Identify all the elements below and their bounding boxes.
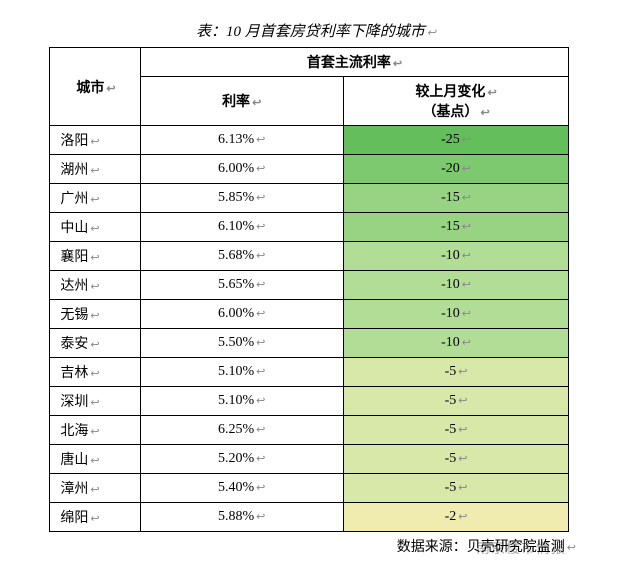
cell-rate: 5.20%↩ <box>140 445 343 474</box>
table-row: 吉林↩5.10%↩-5↩ <box>50 358 569 387</box>
cell-change: -10↩ <box>343 329 569 358</box>
cell-city: 达州↩ <box>50 271 140 300</box>
cell-change: -20↩ <box>343 155 569 184</box>
cell-change: -5↩ <box>343 416 569 445</box>
cell-city: 深圳↩ <box>50 387 140 416</box>
cell-change: -15↩ <box>343 184 569 213</box>
cell-city: 湖州↩ <box>50 155 140 184</box>
cell-rate: 5.40%↩ <box>140 474 343 503</box>
table-row: 深圳↩5.10%↩-5↩ <box>50 387 569 416</box>
table-row: 广州↩5.85%↩-15↩ <box>50 184 569 213</box>
cell-rate: 5.50%↩ <box>140 329 343 358</box>
cell-city: 广州↩ <box>50 184 140 213</box>
header-rate: 利率 <box>222 95 250 110</box>
cell-change: -2↩ <box>343 503 569 532</box>
cell-change: -10↩ <box>343 300 569 329</box>
table-row: 洛阳↩6.13%↩-25↩ <box>50 126 569 155</box>
cell-city: 吉林↩ <box>50 358 140 387</box>
table-row: 北海↩6.25%↩-5↩ <box>50 416 569 445</box>
table-row: 唐山↩5.20%↩-5↩ <box>50 445 569 474</box>
table-row: 襄阳↩5.68%↩-10↩ <box>50 242 569 271</box>
cell-city: 北海↩ <box>50 416 140 445</box>
table-row: 泰安↩5.50%↩-10↩ <box>50 329 569 358</box>
cell-change: -5↩ <box>343 474 569 503</box>
cell-city: 无锡↩ <box>50 300 140 329</box>
cell-change: -5↩ <box>343 445 569 474</box>
cell-rate: 5.10%↩ <box>140 358 343 387</box>
header-city: 城市 <box>76 81 104 96</box>
cell-rate: 6.25%↩ <box>140 416 343 445</box>
cell-rate: 5.88%↩ <box>140 503 343 532</box>
cell-change: -10↩ <box>343 271 569 300</box>
table-row: 漳州↩5.40%↩-5↩ <box>50 474 569 503</box>
cell-change: -5↩ <box>343 358 569 387</box>
paragraph-mark-icon: ↩ <box>427 27 436 39</box>
rate-table: 城市↩ 首套主流利率↩ 利率↩ 较上月变化↩ （基点）↩ 洛阳↩6.13%↩-2… <box>49 47 569 532</box>
cell-rate: 5.10%↩ <box>140 387 343 416</box>
cell-city: 绵阳↩ <box>50 503 140 532</box>
cell-change: -15↩ <box>343 213 569 242</box>
cell-rate: 5.85%↩ <box>140 184 343 213</box>
cell-city: 襄阳↩ <box>50 242 140 271</box>
cell-change: -5↩ <box>343 387 569 416</box>
table-footer: 数据来源：贝壳研究院监测↩ 南京楼市情报 <box>56 536 576 556</box>
cell-rate: 6.10%↩ <box>140 213 343 242</box>
table-row: 达州↩5.65%↩-10↩ <box>50 271 569 300</box>
cell-rate: 5.68%↩ <box>140 242 343 271</box>
cell-city: 洛阳↩ <box>50 126 140 155</box>
table-title: 表：10 月首套房贷利率下降的城市↩ <box>30 20 602 41</box>
cell-rate: 6.00%↩ <box>140 300 343 329</box>
header-change-1: 较上月变化 <box>415 85 485 100</box>
title-text: 表：10 月首套房贷利率下降的城市 <box>196 24 425 40</box>
cell-rate: 6.00%↩ <box>140 155 343 184</box>
cell-change: -25↩ <box>343 126 569 155</box>
cell-city: 泰安↩ <box>50 329 140 358</box>
cell-rate: 5.65%↩ <box>140 271 343 300</box>
cell-city: 漳州↩ <box>50 474 140 503</box>
cell-city: 中山↩ <box>50 213 140 242</box>
header-change-2: （基点） <box>422 105 478 120</box>
cell-city: 唐山↩ <box>50 445 140 474</box>
table-row: 中山↩6.10%↩-15↩ <box>50 213 569 242</box>
table-row: 无锡↩6.00%↩-10↩ <box>50 300 569 329</box>
cell-rate: 6.13%↩ <box>140 126 343 155</box>
table-row: 湖州↩6.00%↩-20↩ <box>50 155 569 184</box>
table-row: 绵阳↩5.88%↩-2↩ <box>50 503 569 532</box>
watermark-text: 南京楼市情报 <box>476 538 566 558</box>
table-body: 洛阳↩6.13%↩-25↩湖州↩6.00%↩-20↩广州↩5.85%↩-15↩中… <box>50 126 569 532</box>
header-group: 首套主流利率 <box>307 56 391 71</box>
cell-change: -10↩ <box>343 242 569 271</box>
